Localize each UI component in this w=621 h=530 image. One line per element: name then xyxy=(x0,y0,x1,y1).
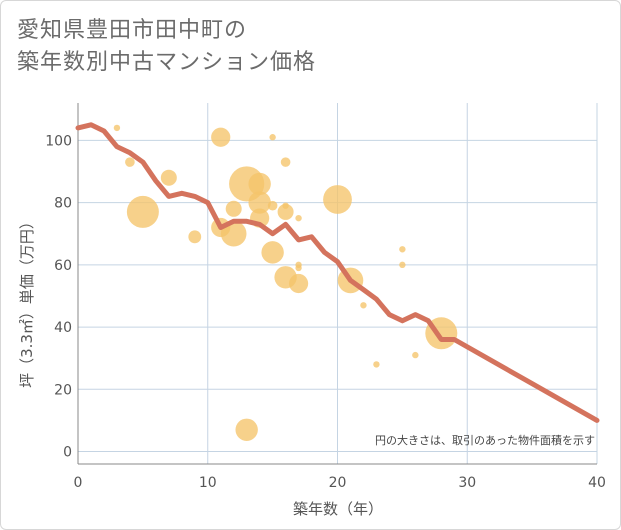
chart-title-line2: 築年数別中古マンション価格 xyxy=(17,50,317,75)
y-tick-label: 60 xyxy=(54,258,72,274)
bubble-point xyxy=(412,351,419,359)
bubble-point xyxy=(160,169,177,186)
bubble-point xyxy=(277,203,294,220)
bubble-point xyxy=(323,185,352,214)
bubble-point xyxy=(125,157,135,167)
tick-labels: 0 10 20 30 40 0 20 40 60 80 100 xyxy=(45,133,606,491)
bubble-point xyxy=(399,261,406,269)
trend-line xyxy=(75,122,600,423)
y-tick-label: 80 xyxy=(54,196,72,212)
bubble-point xyxy=(280,157,291,167)
bubble-point xyxy=(267,200,278,211)
bubble-point xyxy=(399,246,406,253)
bubble-point xyxy=(269,134,276,141)
bubble-series xyxy=(113,124,458,441)
bubble-point xyxy=(220,220,247,247)
bubble-point xyxy=(248,172,271,196)
bubble-point xyxy=(295,264,302,272)
x-axis-label: 築年数（年） xyxy=(293,500,383,518)
y-tick-label: 20 xyxy=(54,382,72,398)
size-note: 円の大きさは、取引のあった物件面積を示す xyxy=(375,433,595,447)
bubble-point xyxy=(188,230,202,244)
bubble-point xyxy=(288,273,309,294)
chart-title-line1: 愛知県豊田市田中町の xyxy=(17,18,248,43)
x-tick-label: 40 xyxy=(588,475,606,491)
x-tick-label: 0 xyxy=(74,475,83,491)
bubble-point xyxy=(211,127,231,147)
y-tick-label: 0 xyxy=(63,445,72,461)
x-tick-label: 20 xyxy=(329,475,347,491)
chart-title: 愛知県豊田市田中町の 築年数別中古マンション価格 xyxy=(17,15,316,79)
bubble-point xyxy=(113,124,121,132)
y-axis-label: 坪（3.3㎡）単価（万円） xyxy=(18,214,36,388)
y-tick-label: 100 xyxy=(45,133,72,149)
bubble-point xyxy=(248,191,271,214)
y-tick-label: 40 xyxy=(54,320,72,336)
bubble-point xyxy=(295,214,302,222)
bubble-point xyxy=(126,195,159,228)
bubble-point xyxy=(360,302,367,309)
x-tick-label: 10 xyxy=(199,475,217,491)
bubble-point xyxy=(225,200,242,217)
bubble-point xyxy=(261,241,284,264)
bubble-point xyxy=(373,361,380,368)
grid-lines xyxy=(78,103,598,464)
bubble-point xyxy=(235,418,258,441)
x-tick-label: 30 xyxy=(458,475,476,491)
